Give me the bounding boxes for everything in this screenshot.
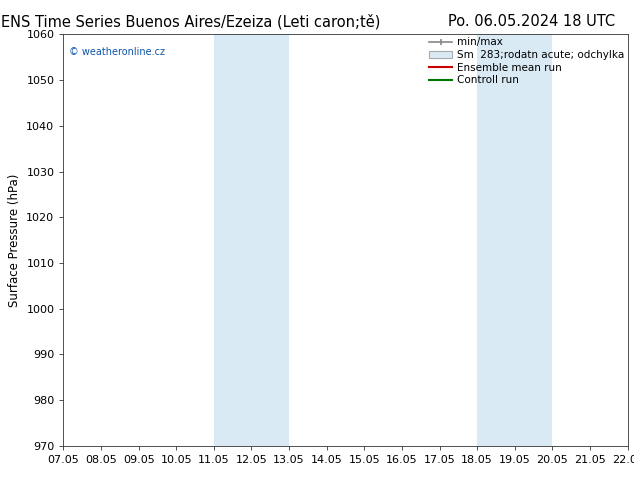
Y-axis label: Surface Pressure (hPa): Surface Pressure (hPa) [8, 173, 21, 307]
Legend: min/max, Sm  283;rodatn acute; odchylka, Ensemble mean run, Controll run: min/max, Sm 283;rodatn acute; odchylka, … [426, 34, 628, 88]
Text: ENS Time Series Buenos Aires/Ezeiza (Leti caron;tě): ENS Time Series Buenos Aires/Ezeiza (Let… [1, 14, 380, 29]
Bar [477, 34, 552, 446]
Bar [214, 34, 289, 446]
Text: © weatheronline.cz: © weatheronline.cz [69, 47, 165, 57]
Text: Po. 06.05.2024 18 UTC: Po. 06.05.2024 18 UTC [448, 14, 615, 29]
